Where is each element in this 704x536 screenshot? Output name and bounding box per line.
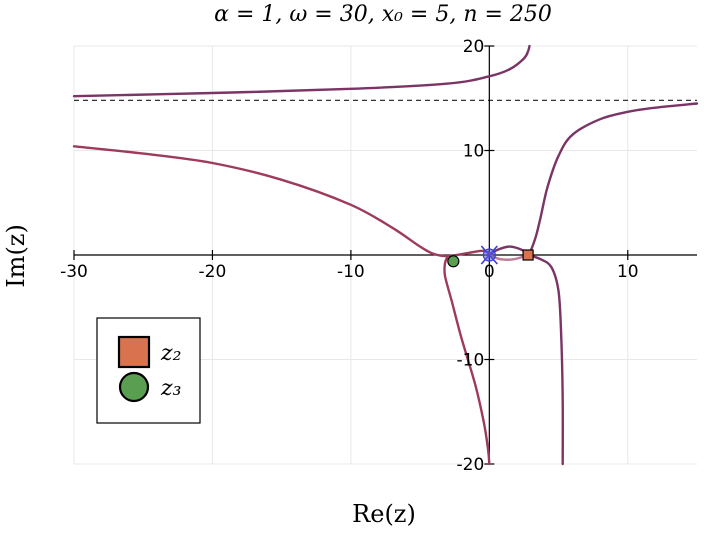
x-tick-label: -20 — [199, 262, 227, 282]
markers — [447, 245, 534, 268]
marker-origin-dot — [482, 248, 496, 262]
x-tick-label: -10 — [337, 262, 365, 282]
legend-swatch-circle — [118, 371, 150, 403]
x-tick-label: -30 — [60, 262, 88, 282]
series-line-1 — [72, 145, 491, 258]
tick-labels: -30 -20 -10 0 10 -20 -10 10 20 — [60, 37, 638, 475]
x-tick-label: 10 — [617, 262, 639, 282]
chart-title: α = 1, ω = 30, x₀ = 5, n = 250 — [214, 2, 552, 27]
x-axis-label: Re(z) — [352, 500, 416, 528]
marker-z3 — [447, 255, 460, 268]
y-tick-label: -10 — [457, 351, 485, 371]
y-axis-label: Im(z) — [2, 224, 30, 288]
curves — [72, 44, 699, 466]
y-tick-label: 10 — [463, 142, 485, 162]
legend-swatch-square — [117, 335, 151, 369]
series-line-2 — [443, 254, 491, 466]
series-line-4 — [526, 253, 564, 466]
x-tick-label: 0 — [484, 262, 495, 282]
series-line-3 — [488, 102, 699, 257]
legend-label: z₂ — [160, 341, 181, 366]
y-tick-label: 20 — [463, 37, 485, 57]
legend-label: z₃ — [160, 376, 181, 401]
legend-box — [96, 317, 201, 424]
y-tick-label: -20 — [457, 455, 485, 475]
marker-z2 — [522, 249, 534, 261]
series-line-0 — [72, 44, 531, 98]
legend: z₂ z₃ — [96, 317, 201, 424]
